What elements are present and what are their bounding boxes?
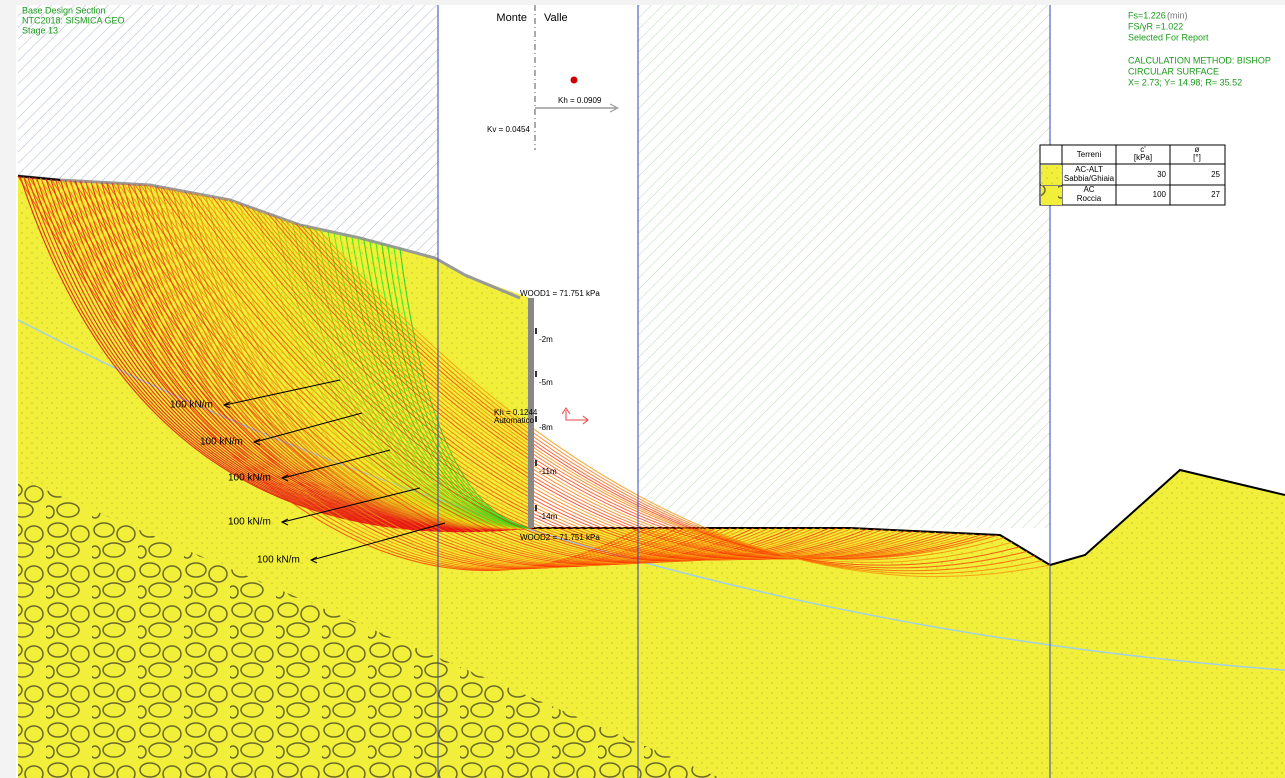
anchor-head bbox=[222, 401, 231, 409]
load-label: WOOD2 = 71.751 kPa bbox=[520, 533, 600, 542]
soil-type: Sabbia/Ghiaia bbox=[1064, 174, 1115, 183]
legend-header: c' bbox=[1140, 145, 1146, 154]
soil-c: 30 bbox=[1157, 170, 1166, 179]
slip-surface bbox=[399, 248, 531, 529]
legend: Terreni c' [kPa] ø [°] AC-ALT Sabbia/Ghi… bbox=[1039, 144, 1226, 206]
anchor-line bbox=[311, 522, 446, 561]
slip-surface bbox=[212, 196, 906, 560]
depth-label: -2m bbox=[539, 335, 553, 344]
kh-label: Kh = 0.0909 bbox=[558, 96, 602, 105]
legend-box bbox=[1039, 144, 1226, 206]
legend-header: [°] bbox=[1193, 153, 1201, 162]
legend-header: [kPa] bbox=[1134, 153, 1152, 162]
slip-surface bbox=[239, 203, 944, 560]
kh-arrowhead bbox=[609, 103, 620, 113]
slip-surface bbox=[317, 228, 1051, 577]
wall-mode: Automatico bbox=[494, 416, 535, 425]
result: Fs=1.226 bbox=[1128, 10, 1166, 20]
slip-surface bbox=[289, 221, 1013, 563]
slip-surface bbox=[245, 205, 952, 560]
header-text: Stage 13 bbox=[22, 25, 58, 35]
result: FS/γR =1.022 bbox=[1128, 21, 1183, 31]
slip-surface bbox=[234, 201, 937, 560]
depth-label: -8m bbox=[539, 423, 553, 432]
depth-label: -11m bbox=[539, 467, 557, 476]
slip-surface bbox=[284, 219, 1005, 561]
wall-seismic-icon bbox=[561, 407, 589, 425]
soil-type: Roccia bbox=[1077, 194, 1102, 203]
slip-surface bbox=[217, 197, 914, 560]
slip-surface bbox=[267, 213, 982, 560]
anchor-line bbox=[224, 379, 341, 406]
slip-surface bbox=[17, 175, 641, 571]
slip-surface bbox=[306, 226, 1035, 572]
side-label: Monte bbox=[496, 12, 527, 24]
anchor-label: 100 kN/m bbox=[200, 437, 243, 448]
slip-surface bbox=[256, 209, 967, 560]
side-label: Valle bbox=[544, 12, 568, 24]
right-hatch bbox=[638, 5, 1050, 528]
slip-surface bbox=[393, 246, 531, 529]
anchor-head bbox=[309, 556, 318, 564]
header-text: Base Design Section bbox=[22, 5, 106, 15]
soil-phi: 27 bbox=[1211, 190, 1220, 199]
anchor-label: 100 kN/m bbox=[170, 400, 213, 411]
depth-labels: -2m -5m -8m -11m -14m bbox=[535, 328, 558, 521]
result: CIRCULAR SURFACE bbox=[1128, 66, 1219, 76]
anchors: 100 kN/m 100 kN/m 100 kN/m 100 kN/m 100 kN/m bbox=[170, 379, 446, 566]
anchor-label: 100 kN/m bbox=[228, 517, 271, 528]
left-hatch bbox=[18, 5, 438, 258]
slip-surface bbox=[273, 215, 990, 560]
wall bbox=[528, 298, 534, 528]
result: Selected For Report bbox=[1128, 32, 1209, 42]
legend-swatch bbox=[1041, 186, 1062, 205]
slope-profile bbox=[17, 174, 521, 300]
header-text: NTC2018: SISMICA GEO bbox=[22, 15, 125, 25]
result: CALCULATION METHOD: BISHOP bbox=[1128, 55, 1271, 65]
depth-label: -5m bbox=[539, 378, 553, 387]
soil-name: AC-ALT bbox=[1075, 165, 1103, 174]
slip-surfaces bbox=[17, 175, 1051, 577]
rock bbox=[18, 478, 720, 778]
anchor-head bbox=[252, 438, 261, 446]
legend-header: ø bbox=[1195, 145, 1200, 154]
kv-label: Kv = 0.0454 bbox=[487, 125, 530, 134]
legend-swatch bbox=[1041, 165, 1062, 185]
anchor-head bbox=[280, 518, 289, 526]
slip-surface bbox=[295, 223, 1020, 566]
anchor-line bbox=[254, 412, 363, 443]
drawing: 100 kN/m 100 kN/m 100 kN/m 100 kN/m 100 kN/m bbox=[17, 5, 1285, 778]
soil-phi: 25 bbox=[1211, 170, 1220, 179]
legend-header: Terreni bbox=[1077, 150, 1102, 159]
result-note: (min) bbox=[1167, 10, 1188, 20]
anchor-line bbox=[282, 487, 421, 523]
slip-surface bbox=[312, 227, 1043, 575]
circle-center bbox=[570, 76, 578, 84]
wall-kh: Kh = 0.1244 bbox=[494, 408, 538, 417]
slip-surface bbox=[23, 176, 648, 571]
slip-surface bbox=[223, 198, 922, 560]
slip-surface bbox=[262, 211, 975, 560]
result: X= 2.73; Y= 14.98; R= 35.52 bbox=[1128, 77, 1242, 87]
anchor-head bbox=[280, 474, 289, 482]
depth-label: -14m bbox=[539, 512, 558, 521]
slip-surface bbox=[300, 224, 1028, 569]
slope-crest bbox=[17, 175, 61, 181]
anchor-line bbox=[282, 449, 391, 479]
slip-surface bbox=[250, 207, 960, 560]
anchor-label: 100 kN/m bbox=[257, 555, 300, 566]
soil-c: 100 bbox=[1153, 190, 1167, 199]
anchor-label: 100 kN/m bbox=[228, 473, 271, 484]
load-label: WOOD1 = 71.751 kPa bbox=[520, 289, 600, 298]
slip-surface bbox=[228, 199, 929, 560]
soil-name: AC bbox=[1083, 185, 1094, 194]
